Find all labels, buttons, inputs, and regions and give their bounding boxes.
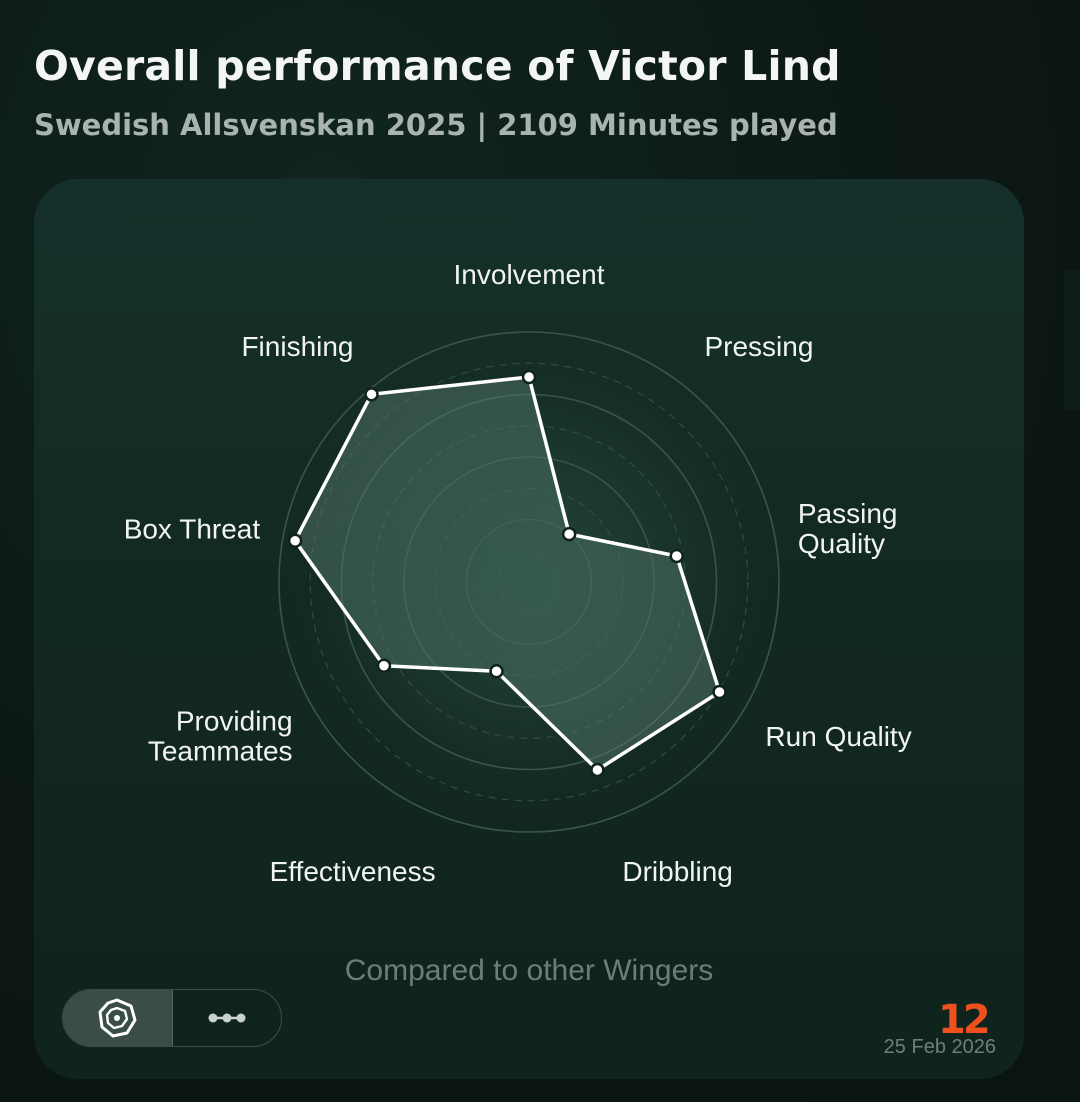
radar-point-involvement[interactable]	[521, 369, 537, 385]
dots-icon	[208, 1013, 246, 1023]
chart-card: Involvement Pressing Passing Quality Run Qua…	[34, 179, 1024, 1079]
radar-view-button[interactable]	[63, 990, 173, 1046]
radar-point-passing-quality[interactable]	[669, 548, 684, 564]
axis-label-dribbling: Dribbling	[622, 856, 733, 887]
radar-points	[287, 369, 727, 778]
axis-label-finishing: Finishing	[241, 331, 353, 362]
axis-label-run-quality: Run Quality	[765, 721, 911, 752]
list-view-button[interactable]	[173, 990, 282, 1046]
radar-point-pressing[interactable]	[561, 526, 577, 542]
radar-point-effectiveness[interactable]	[489, 664, 504, 679]
axis-label-box-threat: Box Threat	[124, 513, 261, 544]
radar-point-providing-teammates[interactable]	[376, 658, 392, 673]
axis-label-effectiveness: Effectiveness	[270, 856, 436, 887]
radar-series-area	[293, 375, 722, 772]
brand-logo: 12	[938, 997, 991, 1043]
radar-icon	[98, 998, 137, 1038]
page-title: Overall performance of Victor Lind	[34, 42, 841, 90]
axis-label-passing-quality: Passing Quality	[798, 498, 898, 559]
axis-label-providing-teammates: Providing Teammates	[148, 705, 293, 766]
edge-decoration	[1064, 270, 1080, 410]
axis-label-pressing: Pressing	[704, 331, 813, 362]
page-subtitle: Swedish Allsvenskan 2025 | 2109 Minutes …	[34, 108, 838, 142]
date-stamp: 25 Feb 2026	[883, 1036, 996, 1058]
radar-labels: Involvement Pressing Passing Quality Run Qua…	[124, 259, 912, 887]
radar-chart: Involvement Pressing Passing Quality Run Qua…	[124, 259, 912, 887]
radar-series	[293, 375, 722, 772]
radar-point-box-threat[interactable]	[287, 533, 303, 549]
grid-ring-dashed	[309, 362, 749, 802]
grid-ring	[278, 331, 780, 833]
radar-point-dribbling[interactable]	[590, 762, 605, 778]
radar-point-run-quality[interactable]	[712, 684, 727, 700]
radar-point-finishing[interactable]	[364, 387, 379, 402]
view-toggle	[62, 989, 282, 1047]
axis-label-involvement: Involvement	[454, 259, 605, 290]
comparison-caption: Compared to other Wingers	[344, 954, 714, 987]
